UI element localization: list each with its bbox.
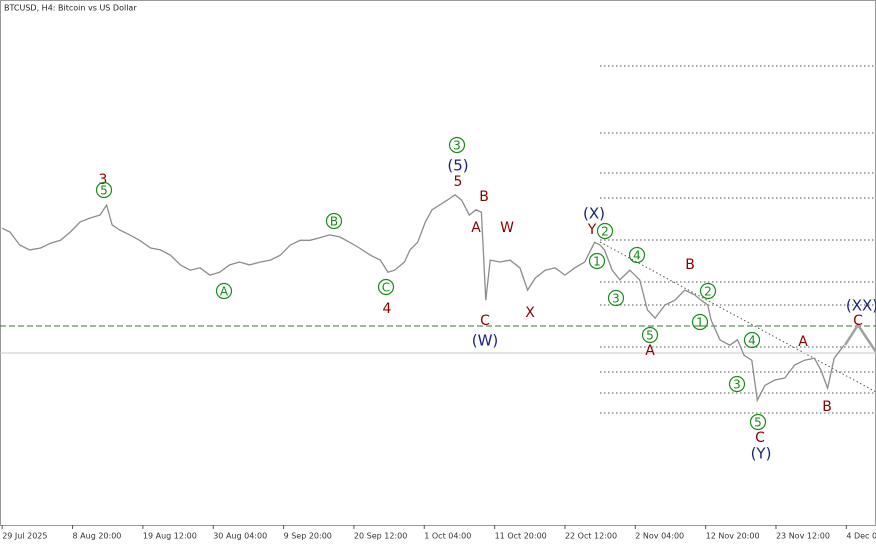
wave-circle xyxy=(596,222,614,240)
x-tick-label: 30 Aug 04:00 xyxy=(213,532,267,541)
wave-circle xyxy=(588,252,606,270)
wave-label: 5 xyxy=(100,184,108,198)
wave-label: 1 xyxy=(593,255,601,269)
wave-label: 2 xyxy=(704,285,712,299)
wave-label: (X) xyxy=(583,205,605,223)
wave-circle xyxy=(325,212,343,230)
projection xyxy=(843,322,876,353)
wave-label: 1 xyxy=(696,316,704,330)
wave-label: 5 xyxy=(646,329,654,343)
x-tick-label: 20 Sep 12:00 xyxy=(354,532,407,541)
wave-label: X xyxy=(525,305,535,321)
x-tick-label: 9 Sep 20:00 xyxy=(284,532,332,541)
wave-label: 3 xyxy=(99,172,108,188)
wave-label: B xyxy=(822,399,832,415)
price-series xyxy=(1,193,845,403)
wave-circle xyxy=(448,136,466,154)
wave-label: 3 xyxy=(733,378,741,392)
wave-label: (5) xyxy=(447,157,468,175)
wave-label: 2 xyxy=(601,225,609,239)
wave-label: 4 xyxy=(748,334,756,348)
x-tick-label: 2 Nov 04:00 xyxy=(635,532,684,541)
wave-label: W xyxy=(500,220,514,236)
x-tick-label: 22 Oct 12:00 xyxy=(565,532,617,541)
x-tick-label: 19 Aug 12:00 xyxy=(143,532,197,541)
wave-label: C xyxy=(853,313,863,329)
x-tick-label: 23 Nov 12:00 xyxy=(776,532,830,541)
wave-label: A xyxy=(798,334,808,350)
wave-circle xyxy=(377,278,395,296)
wave-label: 3 xyxy=(453,139,461,153)
wave-circle xyxy=(628,246,646,264)
wave-label: C xyxy=(382,281,390,295)
wave-label: B xyxy=(685,257,695,273)
x-tick-label: 29 Jul 2025 xyxy=(2,532,47,541)
x-tick-label: 11 Oct 20:00 xyxy=(495,532,547,541)
wave-circle xyxy=(728,375,746,393)
wave-circle xyxy=(749,413,767,431)
wave-circle xyxy=(699,282,717,300)
plot-frame xyxy=(0,0,876,526)
wave-label: A xyxy=(220,285,229,299)
level-lines xyxy=(599,65,876,414)
wave-label: B xyxy=(479,189,489,205)
x-tick-label: 1 Oct 04:00 xyxy=(424,532,471,541)
wave-circle xyxy=(607,289,625,307)
wave-label: B xyxy=(330,215,338,229)
wave-circle xyxy=(215,282,233,300)
wave-circle xyxy=(691,313,709,331)
x-tick-label: 12 Nov 20:00 xyxy=(706,532,760,541)
wave-label: (XX) xyxy=(846,297,876,315)
wave-circle xyxy=(95,181,113,199)
wave-label: 3 xyxy=(612,292,620,306)
x-tick-label: 8 Aug 20:00 xyxy=(73,532,122,541)
wave-label: C xyxy=(755,430,765,446)
wave-label: 4 xyxy=(383,301,392,317)
wave-label: (Y) xyxy=(751,445,772,463)
wave-label: 4 xyxy=(633,249,641,263)
wave-label: 5 xyxy=(754,416,762,430)
wave-circle xyxy=(743,331,761,349)
wave-label: 5 xyxy=(454,174,463,190)
wave-label: (W) xyxy=(472,332,499,350)
wave-label: A xyxy=(471,220,481,236)
wave-label: Y xyxy=(587,222,597,238)
wave-circle xyxy=(641,326,659,344)
x-tick-label: 4 Dec 04:00 xyxy=(846,532,876,541)
wave-label: C xyxy=(480,313,490,329)
chart-title: BTCUSD, H4: Bitcoin vs US Dollar xyxy=(4,4,137,13)
wave-label: A xyxy=(645,343,655,359)
